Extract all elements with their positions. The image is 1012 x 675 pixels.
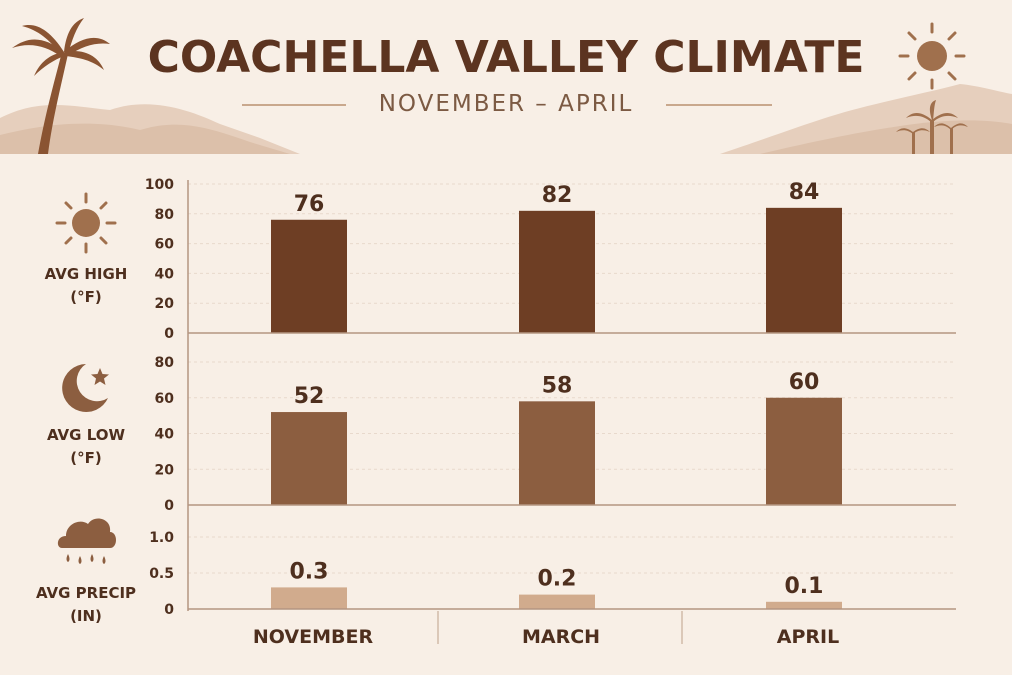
row-label-unit: (IN) <box>70 607 102 625</box>
page-subtitle: NOVEMBER – APRIL <box>378 91 634 117</box>
data-label-precip: 0.1 <box>785 574 824 599</box>
bar-low-march <box>519 401 595 505</box>
y-tick-label-low: 80 <box>155 355 175 371</box>
bar-low-november <box>271 412 347 505</box>
row-label-avg-high: AVG HIGH (°F) <box>20 263 152 309</box>
y-tick-label-low: 20 <box>155 462 175 478</box>
data-label-low: 60 <box>789 370 820 395</box>
y-tick-label-high: 20 <box>155 296 175 312</box>
y-tick-label-precip: 1.0 <box>149 530 174 546</box>
y-tick-label-precip: 0 <box>164 602 174 618</box>
chart-tick-labels: 0 20 40 60 80 100 0 20 40 60 80 0 0.5 1.0 NOVEMBER MARC… <box>145 177 839 648</box>
data-label-high: 82 <box>542 183 573 208</box>
subtitle-rule-left <box>242 104 346 106</box>
row-label-title: AVG HIGH <box>44 265 128 283</box>
data-label-low: 52 <box>294 384 325 409</box>
chart-axes <box>187 180 956 644</box>
y-tick-label-high: 60 <box>155 237 175 253</box>
y-tick-label-low: 0 <box>164 498 174 514</box>
palm-tree-icon <box>12 18 110 154</box>
bar-low-april <box>766 397 842 505</box>
y-tick-label-low: 60 <box>155 391 175 407</box>
desert-landscape-right <box>720 84 1012 154</box>
y-tick-label-precip: 0.5 <box>149 566 174 582</box>
row-label-unit: (°F) <box>70 449 102 467</box>
row-label-avg-precip: AVG PRECIP (IN) <box>20 582 152 628</box>
row-label-title: AVG LOW <box>46 426 126 444</box>
sun-icon-header <box>898 22 966 90</box>
bar-high-april <box>766 207 842 333</box>
row-label-avg-low: AVG LOW (°F) <box>20 424 152 470</box>
y-tick-label-high: 40 <box>155 266 175 282</box>
x-category-label: APRIL <box>777 626 839 648</box>
bar-precip-april <box>766 601 842 609</box>
small-palms-icon <box>896 100 968 154</box>
moon-star-icon <box>62 364 109 412</box>
page-title: COACHELLA VALLEY CLIMATE <box>147 32 865 83</box>
subtitle-rule-right <box>666 104 772 106</box>
y-tick-label-high: 100 <box>145 177 174 193</box>
data-label-precip: 0.2 <box>538 567 577 592</box>
data-label-high: 84 <box>789 180 820 205</box>
chart-bars <box>271 207 842 609</box>
row-label-unit: (°F) <box>70 288 102 306</box>
data-label-precip: 0.3 <box>290 559 329 584</box>
rain-cloud-icon <box>57 518 116 564</box>
y-tick-label-low: 40 <box>155 427 175 443</box>
y-tick-label-high: 0 <box>164 326 174 342</box>
bar-high-march <box>519 210 595 333</box>
data-label-low: 58 <box>542 373 573 398</box>
sun-icon <box>55 192 117 254</box>
desert-landscape-left <box>0 104 300 154</box>
bar-precip-november <box>271 587 347 609</box>
data-label-high: 76 <box>294 192 325 217</box>
chart-data-labels: 76 82 84 52 58 60 0.3 0.2 0.1 <box>290 180 824 599</box>
bar-precip-march <box>519 594 595 609</box>
bar-high-november <box>271 219 347 333</box>
x-category-label: MARCH <box>522 626 600 648</box>
y-tick-label-high: 80 <box>155 207 175 223</box>
row-label-title: AVG PRECIP <box>35 584 137 602</box>
x-category-label: NOVEMBER <box>253 626 374 648</box>
